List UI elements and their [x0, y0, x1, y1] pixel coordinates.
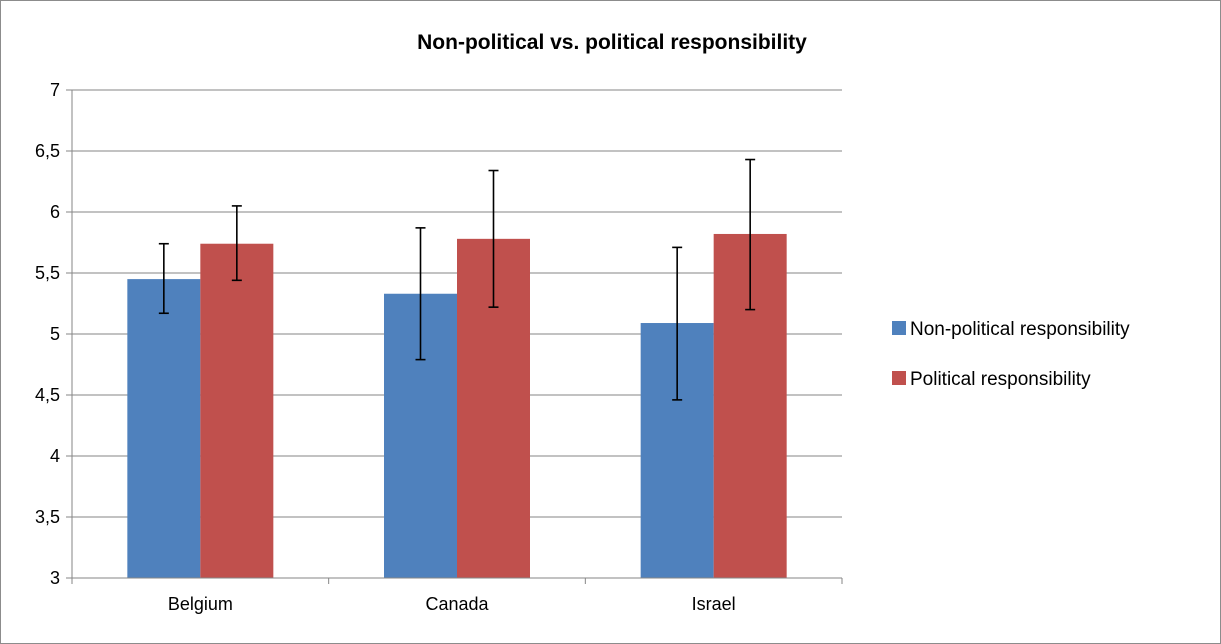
- x-tick-label-belgium: Belgium: [168, 594, 233, 614]
- y-tick-label: 4: [50, 446, 60, 466]
- y-tick-label: 6: [50, 202, 60, 222]
- bar-non-political-belgium: [127, 279, 201, 578]
- x-tick-label-canada: Canada: [425, 594, 489, 614]
- bars: [127, 233, 787, 578]
- chart-title: Non-political vs. political responsibili…: [417, 31, 807, 54]
- legend-label: Political responsibility: [910, 369, 1091, 390]
- y-tick-label: 3: [50, 568, 60, 588]
- bar-political-belgium: [200, 243, 274, 578]
- legend-swatch: [892, 371, 906, 385]
- legend-swatch: [892, 321, 906, 335]
- legend-label: Non-political responsibility: [910, 319, 1130, 340]
- legend: Non-political responsibility Political re…: [892, 319, 1130, 390]
- y-tick-label: 5: [50, 324, 60, 344]
- axes: 3 3,5 4 4,5 5 5,5 6 6,5 7 Belgium Canada Israel: [35, 80, 843, 614]
- y-tick-label: 6,5: [35, 141, 60, 161]
- error-bars: [158, 158, 756, 401]
- y-tick-label: 4,5: [35, 385, 60, 405]
- y-tick-label: 3,5: [35, 507, 60, 527]
- y-tick-label: 7: [50, 80, 60, 100]
- x-tick-label-israel: Israel: [692, 594, 736, 614]
- y-tick-label: 5,5: [35, 263, 60, 283]
